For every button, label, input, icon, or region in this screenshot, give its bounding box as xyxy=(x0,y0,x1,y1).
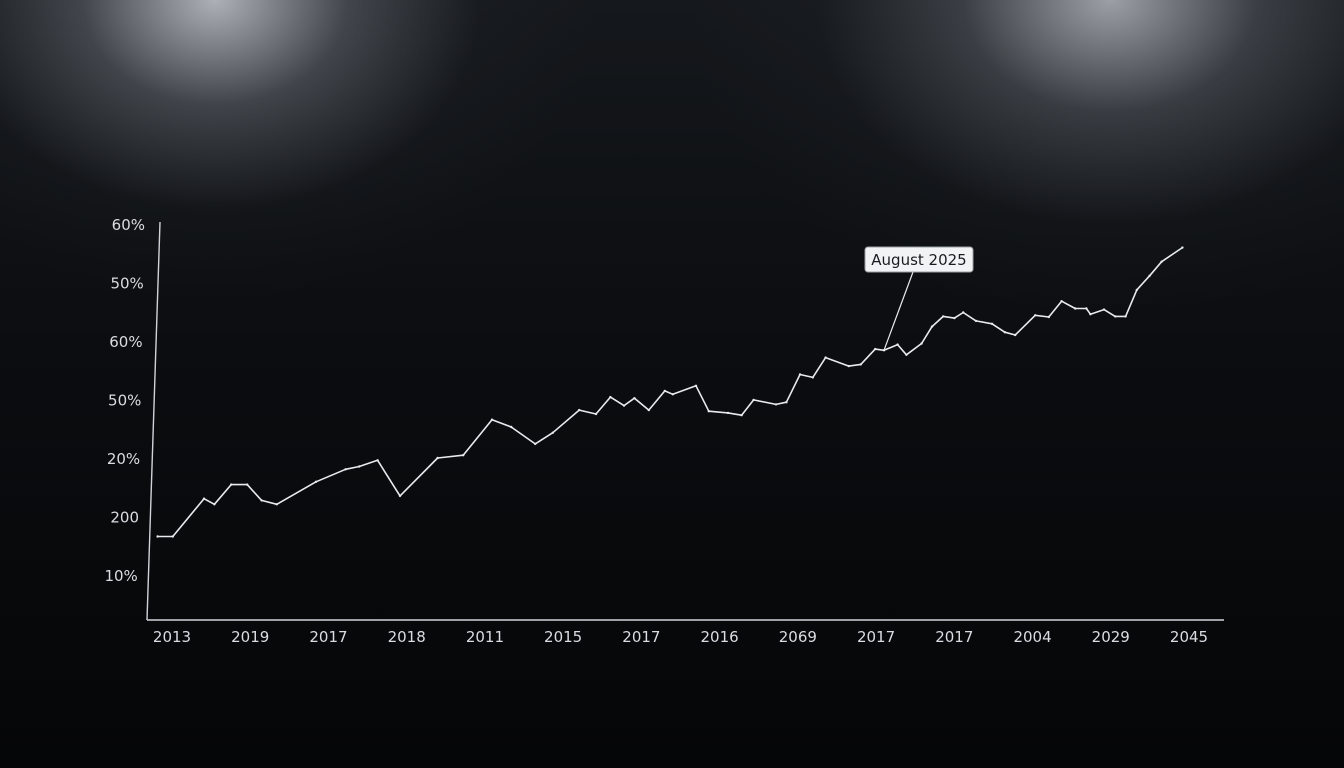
data-point xyxy=(811,376,814,379)
data-point xyxy=(859,363,862,366)
data-point xyxy=(1089,313,1092,316)
series-line xyxy=(157,246,1183,538)
data-point xyxy=(920,342,923,345)
series-group xyxy=(156,246,1184,538)
data-point xyxy=(663,389,666,393)
data-point xyxy=(510,425,513,429)
x-tick-label: 2016 xyxy=(701,628,739,646)
data-point xyxy=(785,401,788,404)
data-point xyxy=(213,503,216,506)
data-point xyxy=(314,480,318,483)
data-point xyxy=(930,325,934,328)
annotations: August 2025 xyxy=(864,246,974,351)
data-point xyxy=(376,459,379,462)
data-point xyxy=(953,316,956,320)
x-tick-label: 2015 xyxy=(544,628,582,646)
data-point xyxy=(1014,333,1017,337)
x-tick-label: 2011 xyxy=(466,628,504,646)
data-point xyxy=(798,373,802,376)
data-point xyxy=(202,497,206,500)
data-point xyxy=(707,410,710,413)
data-point xyxy=(962,311,965,314)
data-point xyxy=(974,319,978,323)
axes xyxy=(146,221,1224,621)
data-point xyxy=(344,468,347,471)
data-point xyxy=(647,408,650,412)
x-tick-label: 2013 xyxy=(153,628,191,646)
data-point xyxy=(942,315,945,318)
x-tick-label: 2045 xyxy=(1170,628,1208,646)
data-point xyxy=(1135,288,1139,292)
data-point xyxy=(1085,307,1088,310)
data-point xyxy=(1060,300,1063,303)
x-tick-label: 2017 xyxy=(309,628,347,646)
data-point xyxy=(609,395,612,399)
data-point xyxy=(551,431,554,434)
data-point xyxy=(1181,246,1184,249)
y-tick-label: 10% xyxy=(104,567,137,585)
data-point xyxy=(156,535,159,538)
data-point xyxy=(990,322,994,325)
data-point xyxy=(774,403,778,406)
x-tick-label: 2004 xyxy=(1013,628,1051,646)
x-tick-label: 2017 xyxy=(857,628,895,646)
data-point xyxy=(1124,315,1127,318)
x-tick-label: 2019 xyxy=(231,628,269,646)
x-tick-label: 2069 xyxy=(779,628,817,646)
x-tick-label: 2029 xyxy=(1092,628,1130,646)
data-point xyxy=(1074,307,1077,310)
x-tick-label: 2018 xyxy=(388,628,426,646)
data-point xyxy=(694,384,698,387)
data-point xyxy=(1034,314,1037,317)
data-point xyxy=(275,503,278,506)
data-point xyxy=(398,494,402,498)
data-point xyxy=(171,535,174,538)
data-point xyxy=(622,404,626,407)
data-point xyxy=(1114,315,1117,318)
y-tick-label: 60% xyxy=(112,216,145,234)
data-point xyxy=(1102,308,1106,311)
annotation-box xyxy=(864,246,974,273)
y-axis-line xyxy=(146,221,161,621)
data-point xyxy=(436,456,439,460)
y-tick-label: 50% xyxy=(110,275,143,293)
data-point xyxy=(1003,331,1006,334)
data-point xyxy=(260,499,263,502)
y-tick-label: 200 xyxy=(110,509,139,527)
data-point xyxy=(752,398,755,402)
y-tick-label: 20% xyxy=(107,450,140,468)
data-point xyxy=(740,414,743,417)
data-point xyxy=(1160,260,1163,263)
x-tick-label: 2017 xyxy=(935,628,973,646)
data-point xyxy=(230,483,233,486)
data-point xyxy=(534,442,537,446)
annotation-label: August 2025 xyxy=(871,251,966,269)
data-point xyxy=(726,411,730,415)
annotation-leader-line xyxy=(883,271,914,351)
data-point xyxy=(490,418,494,421)
y-tick-label: 60% xyxy=(109,333,142,351)
y-tick-label: 50% xyxy=(108,392,141,410)
data-point xyxy=(671,393,674,396)
data-point xyxy=(462,454,465,457)
data-point xyxy=(246,483,249,486)
data-point xyxy=(594,412,598,416)
x-axis-tick-labels: 2013 2019 2017 2018 2011 2015 2017 2016 2069 2017… xyxy=(153,628,1208,646)
data-point xyxy=(874,347,877,351)
data-point xyxy=(1047,315,1051,319)
x-tick-label: 2017 xyxy=(622,628,660,646)
data-point xyxy=(358,465,361,468)
data-point xyxy=(578,408,581,412)
data-point xyxy=(824,356,827,359)
data-point xyxy=(1148,274,1151,277)
data-point xyxy=(905,353,908,356)
data-point xyxy=(633,397,636,400)
y-axis-tick-labels: 60% 50% 60% 50% 20% 200 10% xyxy=(104,216,145,585)
data-point xyxy=(847,364,850,368)
data-point xyxy=(896,343,899,346)
